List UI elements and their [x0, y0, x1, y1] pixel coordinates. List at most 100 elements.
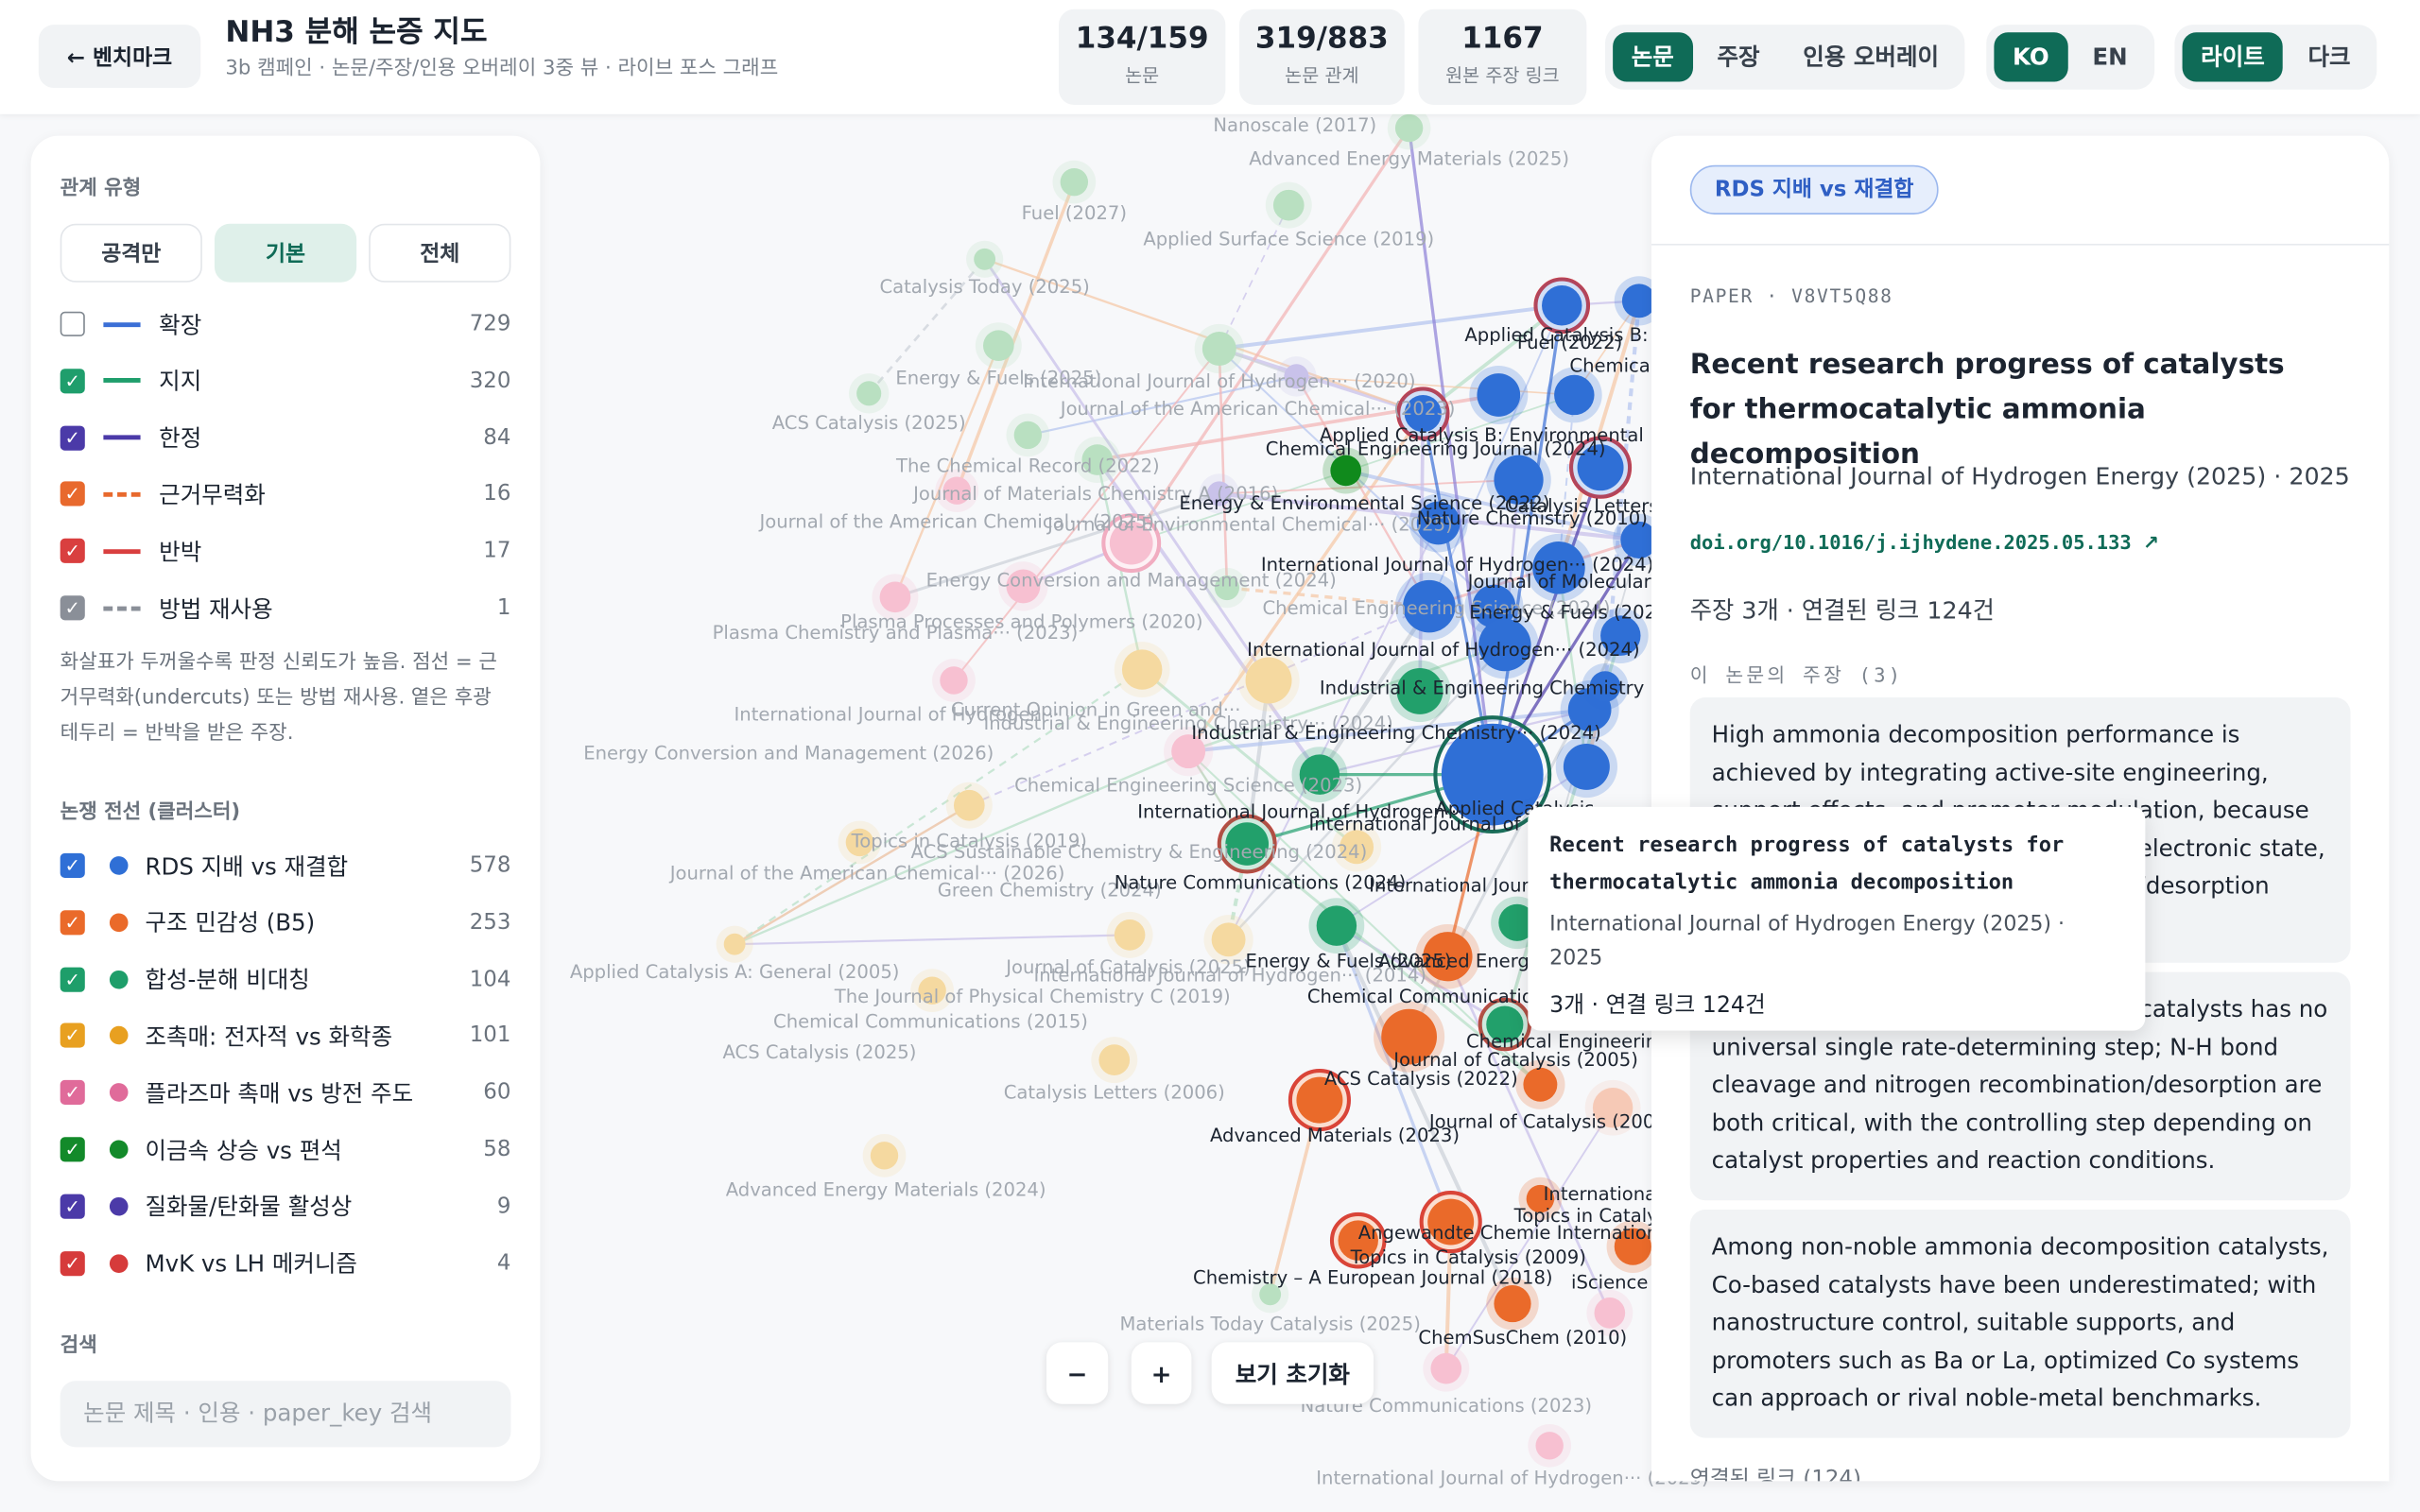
node-label: Nanoscale (2017) — [1213, 114, 1376, 136]
claim-card: Ammonia decomposition over metal catalys… — [1689, 971, 2351, 1201]
node-label: Nature Chemistry (2010) — [1417, 507, 1648, 529]
filter-button[interactable]: 기본 — [214, 223, 357, 283]
cluster-row[interactable]: ✓ MvK vs LH 메커니즘 4 — [60, 1245, 511, 1281]
stat-box: 319/883 논문 관계 — [1239, 9, 1405, 106]
node-label: Catalysis Letters — [1505, 495, 1659, 517]
line-sample — [103, 548, 141, 554]
toggle-option[interactable]: KO — [1994, 32, 2068, 82]
relation-label: 반박 — [159, 538, 202, 566]
edge — [1096, 458, 1322, 776]
cluster-row[interactable]: ✓ 플라즈마 촉매 vs 방전 주도 60 — [60, 1074, 511, 1111]
cluster-row[interactable]: ✓ 조촉매: 전자적 vs 화학종 101 — [60, 1018, 511, 1055]
relation-count: 320 — [469, 368, 511, 393]
node-label: Chemical Communications (2015) — [773, 1010, 1088, 1032]
checkbox: ✓ — [60, 424, 85, 451]
edge — [1422, 303, 1564, 416]
node-label: Plasma Chemistry and Plasma··· (2023) — [713, 622, 1079, 644]
line-sample — [103, 378, 141, 384]
toggle-option[interactable]: EN — [2092, 43, 2128, 72]
toggle-option[interactable]: 논문 — [1613, 32, 1693, 82]
relation-row[interactable]: ✓ 지지 320 — [60, 362, 511, 399]
node-label: Advanced Energy Materials (2024) — [726, 1178, 1046, 1200]
cluster-row[interactable]: ✓ 이금속 상승 vs 편석 58 — [60, 1131, 511, 1168]
cluster-dot — [109, 1196, 129, 1216]
edge — [1227, 644, 1506, 941]
search-input[interactable]: 논문 제목 · 인용 · paper_key 검색 — [60, 1381, 511, 1448]
relation-row[interactable]: ✓ 반박 17 — [60, 533, 511, 570]
paper-node — [1430, 1352, 1462, 1384]
relation-count: 1 — [496, 595, 511, 621]
node-label: Industrial & Engineering Chemistry··· (2… — [1191, 722, 1600, 744]
cluster-row[interactable]: ✓ 질화물/탄화물 활성상 9 — [60, 1188, 511, 1225]
cluster-tag: RDS 지배 vs 재결합 — [1689, 164, 1939, 215]
node-label: Nature Communications (2024) — [1115, 871, 1406, 893]
node-label: Nature Communications (2023) — [1301, 1395, 1592, 1417]
paper-node — [1214, 575, 1240, 601]
edge — [1186, 412, 1425, 753]
relation-row[interactable]: 확장 729 — [60, 305, 511, 342]
node-label: Industrial & Engineering Chemistry··· (2… — [983, 713, 1392, 734]
paper-node — [1592, 1088, 1634, 1128]
node-label: ACS Catalysis (2022) — [1324, 1068, 1518, 1090]
node-label: International Journal of — [1308, 813, 1521, 834]
cluster-row[interactable]: ✓ RDS 지배 vs 재결합 578 — [60, 847, 511, 884]
edge — [1491, 305, 1564, 775]
reset-view[interactable]: 보기 초기화 — [1211, 1342, 1374, 1404]
node-label: Energy & Fuels (2025) — [1246, 951, 1452, 972]
edge — [734, 804, 970, 946]
relation-row[interactable]: ✓ 근거무력화 16 — [60, 475, 511, 512]
relation-row[interactable]: ✓ 한정 84 — [60, 419, 511, 455]
edge — [1141, 668, 1358, 849]
paper-node — [1494, 455, 1544, 505]
toggle-option[interactable]: 라이트 — [2182, 32, 2284, 82]
node-label: International Journal of Hydrogen··· (20… — [1034, 964, 1426, 986]
node-label: ACS Sustainable Chemistry & Engineering … — [911, 841, 1368, 863]
paper-node — [1396, 667, 1443, 714]
paper-node — [1171, 734, 1206, 769]
toggle-option[interactable]: 인용 오버레이 — [1803, 43, 1940, 72]
cluster-count: 58 — [483, 1137, 511, 1162]
cluster-row[interactable]: ✓ 구조 민감성 (B5) 253 — [60, 903, 511, 940]
relation-count: 17 — [483, 539, 511, 564]
tooltip-venue: International Journal of Hydrogen Energy… — [1549, 911, 2066, 971]
edge — [1407, 128, 1495, 775]
zoom-out[interactable]: − — [1046, 1342, 1109, 1404]
paper-node — [1472, 584, 1516, 628]
toggle-option[interactable]: 다크 — [2308, 43, 2351, 72]
paper-node — [1060, 167, 1089, 197]
checkbox: ✓ — [60, 1080, 85, 1106]
edge — [1557, 300, 1641, 569]
paper-node — [1526, 1184, 1555, 1213]
node-label: ChemSusChem (2010) — [1418, 1327, 1627, 1349]
doi-link[interactable]: doi.org/10.1016/j.ijhydene.2025.05.133 ↗ — [1690, 531, 2159, 554]
edge — [1219, 478, 1519, 495]
toggle-option[interactable]: 주장 — [1717, 43, 1760, 72]
paper-node — [1554, 374, 1595, 416]
paper-node — [870, 1142, 899, 1170]
relation-row[interactable]: ✓ 방법 재사용 1 — [60, 590, 511, 627]
line-sample — [103, 491, 141, 497]
line-sample — [103, 321, 141, 327]
paper-node — [1114, 919, 1146, 951]
paper-node — [1563, 743, 1610, 790]
relation-label: 근거무력화 — [159, 481, 266, 509]
back-button[interactable]: ← 벤치마크 — [38, 25, 201, 89]
zoom-in[interactable]: + — [1131, 1342, 1192, 1404]
node-label: Journal of Environmental Chemical··· (20… — [1046, 514, 1453, 536]
relation-count: 16 — [483, 482, 511, 507]
paper-title: Recent research progress of catalysts fo… — [1689, 348, 2285, 471]
node-label: Advanced Energy — [1378, 951, 1540, 972]
edge — [1418, 413, 1426, 692]
edge — [734, 749, 1189, 946]
cluster-label: 합성-분해 비대칭 — [145, 966, 310, 994]
cluster-row[interactable]: ✓ 합성-분해 비대칭 104 — [60, 960, 511, 997]
checkbox: ✓ — [60, 595, 85, 621]
edge — [1219, 303, 1563, 351]
section-title: 검색 — [60, 1334, 97, 1358]
paper-node — [1600, 615, 1641, 656]
cluster-count: 253 — [469, 909, 511, 936]
filter-button[interactable]: 전체 — [369, 223, 511, 283]
paper-node — [1594, 1297, 1626, 1329]
filter-button[interactable]: 공격만 — [60, 223, 202, 283]
node-label: Energy & Fuels (2023) — [1469, 602, 1675, 624]
